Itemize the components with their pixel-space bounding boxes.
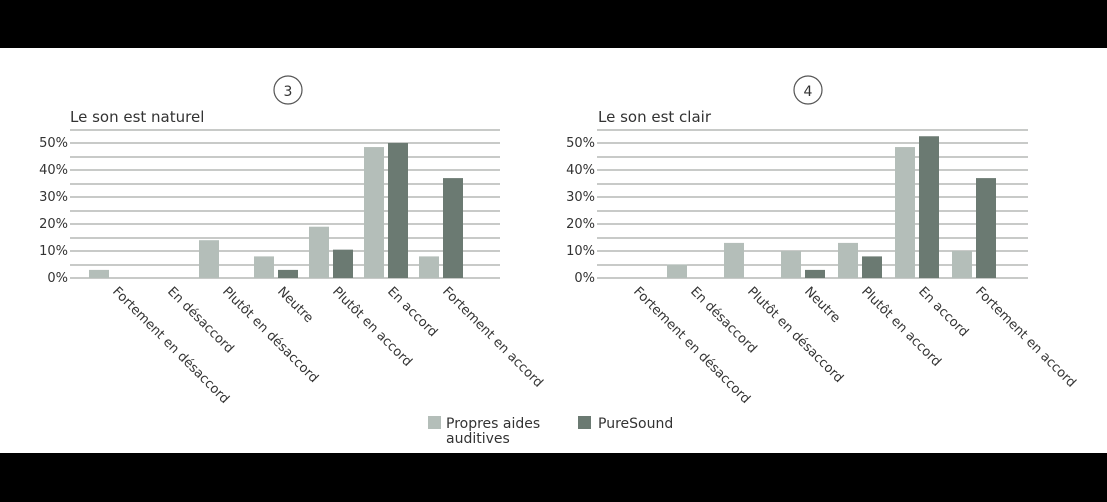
- y-tick-label: 10%: [566, 244, 595, 259]
- x-category-label: Neutre: [274, 284, 316, 326]
- x-category-label: Fortement en désaccord: [630, 284, 753, 407]
- y-tick-label: 0%: [47, 271, 68, 286]
- x-category-label: En accord: [384, 284, 440, 340]
- y-tick-label: 10%: [39, 244, 68, 259]
- chart-title: Le son est naturel: [70, 108, 204, 126]
- legend-label-puresound: PureSound: [598, 416, 673, 432]
- chart-number: 4: [804, 84, 813, 100]
- bar-own-hearing-aids: [254, 256, 274, 278]
- x-category-label: Neutre: [801, 284, 843, 326]
- bar-own-hearing-aids: [419, 256, 439, 278]
- bar-own-hearing-aids: [199, 240, 219, 278]
- chart-title: Le son est clair: [598, 108, 712, 126]
- bar-own-hearing-aids: [838, 242, 858, 278]
- bar-puresound: [919, 136, 939, 278]
- bar-puresound: [333, 249, 353, 278]
- legend-label-own: Propres aides auditives: [446, 416, 540, 447]
- legend-swatch-puresound: [578, 416, 591, 429]
- bar-own-hearing-aids: [667, 264, 687, 278]
- bar-own-hearing-aids: [781, 251, 801, 278]
- x-category-label: Fortement en accord: [439, 284, 545, 390]
- x-category-label: Plutôt en désaccord: [744, 284, 846, 386]
- x-category-label: En accord: [915, 284, 971, 340]
- bar-puresound: [805, 269, 825, 278]
- y-tick-label: 40%: [566, 163, 595, 178]
- bar-own-hearing-aids: [724, 242, 744, 278]
- legend: Propres aides auditives PureSound: [428, 416, 673, 447]
- chart-number: 3: [284, 84, 293, 100]
- y-tick-label: 30%: [566, 190, 595, 205]
- y-tick-label: 30%: [39, 190, 68, 205]
- x-category-label: Fortement en accord: [972, 284, 1078, 390]
- x-category-label: Fortement en désaccord: [109, 284, 232, 407]
- bar-own-hearing-aids: [89, 269, 109, 278]
- x-category-label: Plutôt en désaccord: [219, 284, 321, 386]
- y-tick-label: 0%: [574, 271, 595, 286]
- chart-1: 3 Le son est naturel 0% 10% 20% 30% 40% 50% Fort…: [39, 75, 546, 407]
- chart-number-circle: [273, 75, 303, 105]
- bar-own-hearing-aids: [952, 251, 972, 278]
- y-tick-label: 20%: [566, 217, 595, 232]
- chart-number-circle: [793, 75, 823, 105]
- bar-own-hearing-aids: [895, 147, 915, 278]
- legend-swatch-own: [428, 416, 441, 429]
- charts-svg: 3Le son est naturel0%10%20%30%40%50%Fort…: [39, 75, 1079, 447]
- y-tick-label: 50%: [39, 136, 68, 151]
- y-tick-label: 20%: [39, 217, 68, 232]
- y-tick-label: 50%: [566, 136, 595, 151]
- chart-2: 4 Le son est clair 0% 10% 20% 30% 40% 50% Fortem…: [566, 75, 1079, 407]
- bar-own-hearing-aids: [364, 147, 384, 278]
- bar-puresound: [278, 269, 298, 278]
- bar-puresound: [443, 178, 463, 278]
- chart-panel: 3 Le son est naturel 0% 10% 20% 30% 40% 50% Fort…: [0, 48, 1107, 453]
- bar-puresound: [862, 256, 882, 278]
- bar-puresound: [388, 143, 408, 278]
- y-tick-label: 40%: [39, 163, 68, 178]
- bar-puresound: [976, 178, 996, 278]
- bar-own-hearing-aids: [309, 226, 329, 278]
